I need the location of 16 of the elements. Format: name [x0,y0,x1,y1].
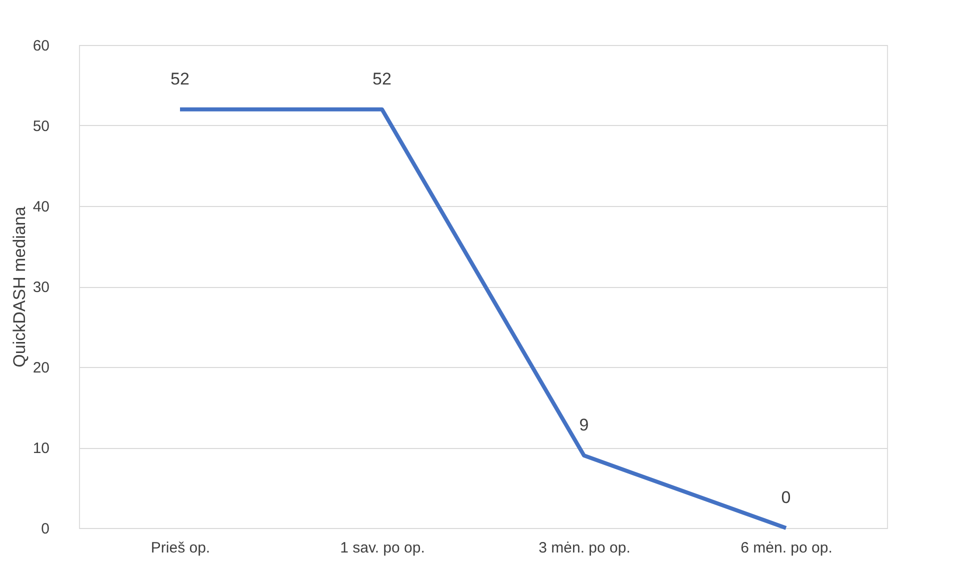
data-label: 52 [372,69,392,88]
x-tick-label: 6 mėn. po op. [740,540,832,556]
y-tick-label: 50 [32,118,50,135]
x-tick-label: 3 mėn. po op. [538,540,630,556]
x-tick-label: 1 sav. po op. [340,540,425,556]
y-tick-label: 20 [32,360,50,376]
y-tick-label: 40 [32,198,50,216]
y-tick-label: 30 [32,279,50,296]
data-label: 9 [579,416,589,435]
y-tick-label: 0 [41,520,50,538]
y-tick-label: 10 [32,440,50,457]
y-tick-label: 60 [32,38,50,54]
data-label: 52 [170,69,190,88]
x-tick-label: Prieš op. [150,540,210,556]
data-label: 0 [781,488,791,507]
y-axis-title: QuickDASH mediana [10,206,29,368]
